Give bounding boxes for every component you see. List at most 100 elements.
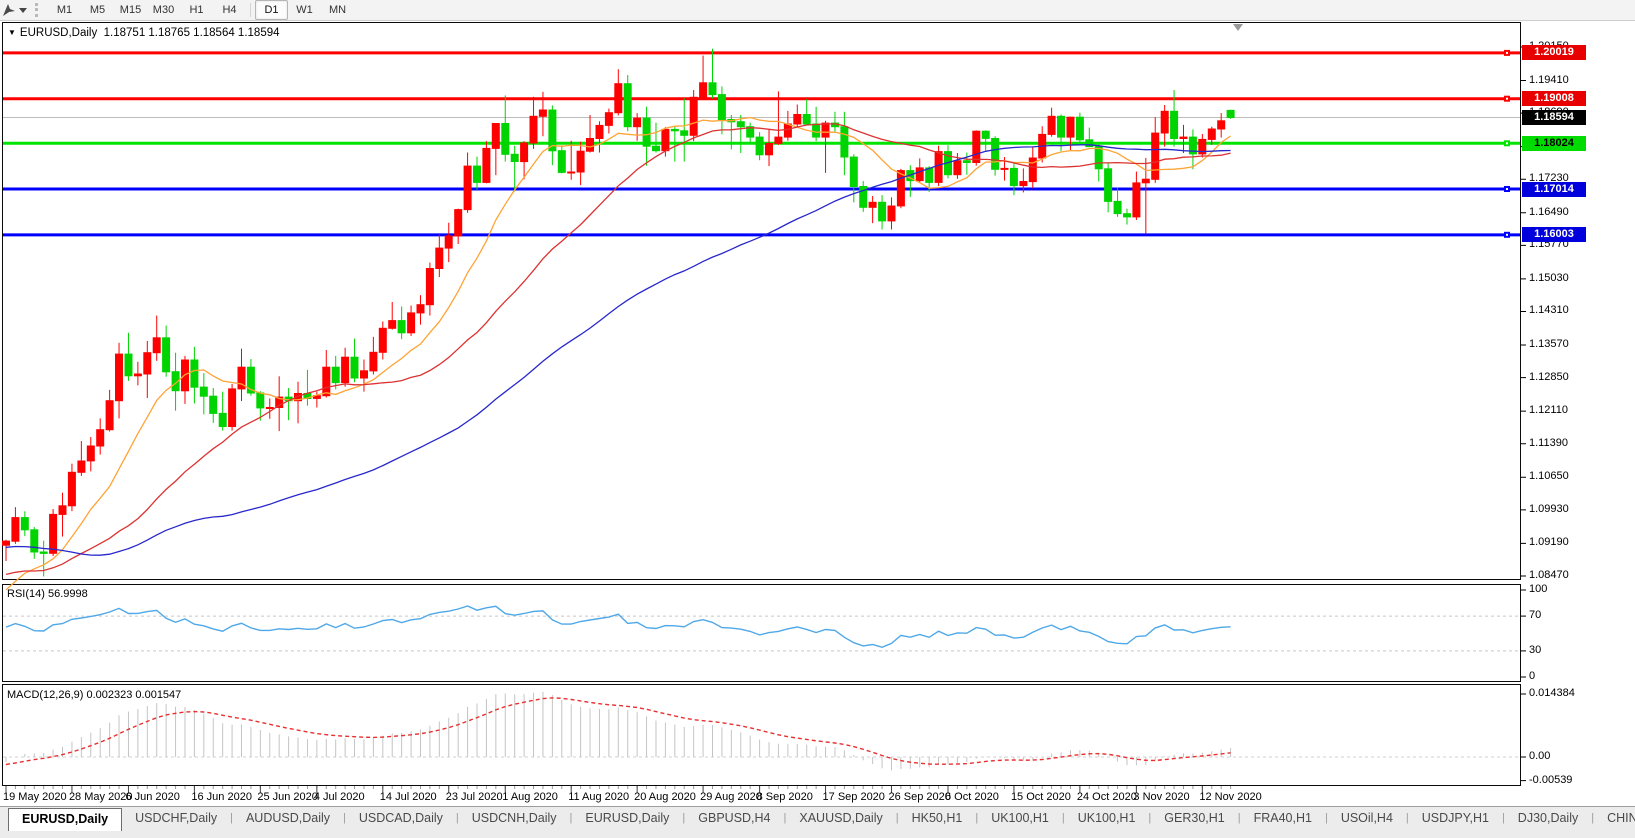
- chart-tab-uk100-h1[interactable]: UK100,H1: [1077, 811, 1136, 825]
- price-axis-tick-label: 1.12850: [1529, 370, 1569, 383]
- price-axis-tick-label: 1.13570: [1529, 338, 1569, 350]
- macd-axis-tick-label: 0.014384: [1529, 686, 1575, 699]
- timeframe-button-mn[interactable]: MN: [328, 4, 347, 16]
- chart-tab-eurusd-daily[interactable]: EURUSD,Daily: [585, 811, 670, 825]
- chevron-down-icon[interactable]: [19, 7, 27, 13]
- price-chart-panel[interactable]: [2, 22, 1521, 580]
- date-axis-label: 16 Jun 2020: [191, 791, 252, 803]
- toolbar-grip: [35, 3, 41, 17]
- date-axis-label: 14 Jul 2020: [379, 791, 437, 803]
- chart-tab-eurusd-daily[interactable]: EURUSD,Daily: [8, 808, 123, 831]
- tab-divider: |: [895, 812, 899, 824]
- tab-divider: |: [569, 812, 573, 824]
- price-axis-tick-label: 1.09190: [1529, 536, 1569, 549]
- price-level-badge: 1.16003: [1522, 227, 1586, 243]
- date-axis-label: 26 Sep 2020: [888, 791, 951, 803]
- price-level-badge: 1.18024: [1522, 135, 1586, 151]
- price-axis-tick-label: 1.17230: [1529, 172, 1569, 185]
- tab-divider: |: [455, 812, 459, 824]
- price-axis-tick-label: 1.15030: [1529, 271, 1569, 284]
- tab-divider: |: [1324, 812, 1328, 824]
- date-axis-label: 23 Jul 2020: [445, 791, 503, 803]
- date-axis-label: 11 Aug 2020: [568, 791, 630, 803]
- price-axis-tick-label: 1.15770: [1529, 238, 1569, 251]
- date-axis-label: 15 Oct 2020: [1010, 791, 1071, 803]
- date-axis-label: 29 Aug 2020: [700, 791, 762, 803]
- timeframe-button-m15[interactable]: M15: [119, 4, 142, 16]
- tab-divider: |: [1501, 812, 1505, 824]
- tab-divider: |: [783, 812, 787, 824]
- toolbar-separator: [250, 3, 251, 17]
- price-level-badge: 1.19008: [1522, 91, 1586, 107]
- tab-divider: |: [1148, 812, 1152, 824]
- tab-divider: |: [343, 812, 346, 824]
- chart-tab-ger30-h1[interactable]: GER30,H1: [1164, 811, 1225, 825]
- rsi-indicator-panel[interactable]: [2, 584, 1521, 682]
- price-axis-tick-label: 1.12110: [1529, 404, 1568, 417]
- rsi-axis-tick-label: 100: [1529, 583, 1548, 595]
- tab-divider: |: [975, 812, 979, 824]
- price-axis-tick-label: 1.18690: [1529, 106, 1569, 119]
- timeframe-buttons: M1 M5 M15 M30 H1 H4 D1 W1 MN: [48, 0, 354, 20]
- date-axis-label: 19 May 2020: [3, 791, 67, 803]
- chart-tab-usdchf-daily[interactable]: USDCHF,Daily: [135, 811, 218, 825]
- price-level-badge: 1.17014: [1522, 181, 1586, 197]
- price-axis-tick-label: 1.09930: [1529, 502, 1569, 515]
- rsi-axis-tick-label: 70: [1529, 609, 1542, 622]
- chart-tab-gbpusd-h4[interactable]: GBPUSD,H4: [698, 811, 771, 825]
- date-axis-label: 25 Jun 2020: [257, 791, 318, 803]
- chart-tab-hk50-h1[interactable]: HK50,H1: [911, 811, 963, 825]
- price-level-badge: 1.20019: [1522, 45, 1586, 61]
- tab-divider: |: [1061, 812, 1065, 824]
- date-axis-label: 3 Nov 2020: [1133, 791, 1190, 803]
- macd-indicator-panel[interactable]: [2, 684, 1521, 786]
- chart-tab-xauusd-daily[interactable]: XAUUSD,Daily: [799, 811, 883, 825]
- price-axis-tick-label: 1.11390: [1529, 436, 1568, 449]
- tab-divider: |: [1237, 812, 1241, 824]
- timeframe-button-m30[interactable]: M30: [152, 4, 175, 16]
- current-price-badge: 1.18594: [1522, 109, 1586, 125]
- timeframe-button-w1[interactable]: W1: [296, 4, 313, 16]
- chart-tab-fra40-h1[interactable]: FRA40,H1: [1253, 811, 1312, 825]
- timeframe-toolbar: M1 M5 M15 M30 H1 H4 D1 W1 MN: [0, 0, 1635, 21]
- price-axis-tick-label: 1.10650: [1529, 470, 1569, 483]
- price-axis-tick-label: 1.14310: [1529, 304, 1569, 317]
- tab-divider: |: [1591, 812, 1595, 824]
- date-axis-label: 24 Oct 2020: [1076, 791, 1137, 803]
- date-axis-label: 17 Sep 2020: [822, 791, 885, 803]
- date-axis-label: 20 Aug 2020: [634, 791, 696, 803]
- chart-tab-china300-h1[interactable]: CHINA300,H1: [1607, 811, 1635, 825]
- tab-divider: |: [682, 812, 686, 824]
- date-axis-label: 28 May 2020: [68, 791, 133, 803]
- chart-tab-uk100-h1[interactable]: UK100,H1: [991, 811, 1049, 825]
- cursor-tool-icon[interactable]: [1, 2, 17, 18]
- price-axis-tick-label: 1.17950: [1529, 139, 1569, 152]
- price-axis-tick-label: 1.20150: [1529, 40, 1569, 52]
- price-axis-tick-label: 1.16490: [1529, 205, 1569, 218]
- timeframe-button-d1[interactable]: D1: [255, 0, 288, 20]
- timeframe-button-h1[interactable]: H1: [189, 4, 204, 16]
- date-axis-label: 1 Aug 2020: [502, 791, 558, 803]
- chart-tab-usdcnh-daily[interactable]: USDCNH,Daily: [471, 811, 557, 825]
- chart-tab-dj30-daily[interactable]: DJ30,Daily: [1517, 811, 1579, 825]
- chart-tab-usdcad-daily[interactable]: USDCAD,Daily: [358, 811, 443, 825]
- rsi-axis-tick-label: 0: [1529, 670, 1536, 682]
- macd-axis-tick-label: 0.00: [1529, 750, 1551, 762]
- date-axis-label: 8 Sep 2020: [756, 791, 813, 803]
- tab-divider: |: [1405, 812, 1409, 824]
- date-axis-label: 12 Nov 2020: [1199, 791, 1262, 803]
- chart-tab-usoil-h4[interactable]: USOil,H4: [1340, 811, 1393, 825]
- chart-tab-usdjpy-h1[interactable]: USDJPY,H1: [1421, 811, 1489, 825]
- timeframe-button-m1[interactable]: M1: [56, 4, 73, 16]
- rsi-axis-tick-label: 30: [1529, 643, 1542, 656]
- chart-tab-audusd-daily[interactable]: AUDUSD,Daily: [245, 811, 330, 825]
- timeframe-button-h4[interactable]: H4: [222, 4, 237, 16]
- price-axis-tick-label: 1.19410: [1529, 73, 1569, 86]
- date-axis-label: 4 Jul 2020: [313, 791, 365, 803]
- date-axis-label: 6 Oct 2020: [945, 791, 999, 803]
- date-axis-label: 6 Jun 2020: [125, 791, 180, 803]
- timeframe-button-m5[interactable]: M5: [89, 4, 106, 16]
- chart-tab-bar: EURUSD,Daily USDCHF,Daily | AUDUSD,Daily | US…: [0, 806, 1635, 838]
- price-axis-tick-label: 1.08470: [1529, 568, 1569, 581]
